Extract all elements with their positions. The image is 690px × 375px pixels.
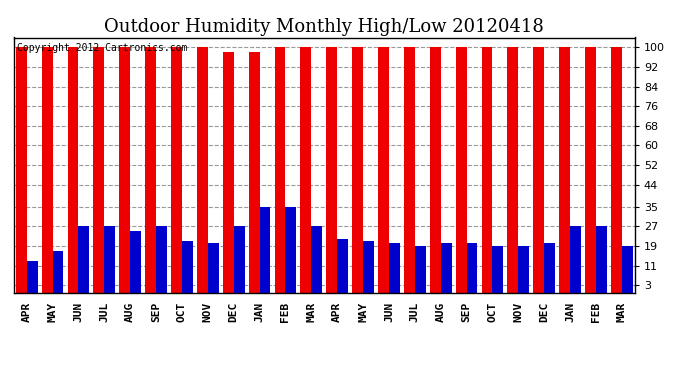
Bar [493,246,504,292]
Bar [52,251,63,292]
Bar [79,226,90,292]
Bar [182,241,193,292]
Bar [16,47,27,292]
Bar [430,47,441,292]
Bar [404,47,415,292]
Bar [337,238,348,292]
Bar [68,47,79,292]
Bar [311,226,322,292]
Bar [353,47,363,292]
Bar [171,47,182,292]
Title: Outdoor Humidity Monthly High/Low 20120418: Outdoor Humidity Monthly High/Low 201204… [104,18,544,36]
Bar [466,243,477,292]
Bar [585,47,596,292]
Bar [326,47,337,292]
Bar [286,207,297,292]
Bar [559,47,570,292]
Bar [415,246,426,292]
Bar [363,241,374,292]
Bar [544,243,555,292]
Bar [27,261,38,292]
Bar [156,226,167,292]
Bar [441,243,452,292]
Bar [146,47,156,292]
Bar [275,47,286,292]
Bar [94,47,104,292]
Bar [234,226,245,292]
Bar [482,47,493,292]
Bar [197,47,208,292]
Bar [596,226,607,292]
Bar [130,231,141,292]
Bar [455,47,466,292]
Bar [119,47,130,292]
Text: Copyright 2012 Cartronics.com: Copyright 2012 Cartronics.com [17,43,187,52]
Bar [533,47,544,292]
Bar [223,52,234,292]
Bar [248,52,259,292]
Bar [389,243,400,292]
Bar [508,47,518,292]
Bar [208,243,219,292]
Bar [42,47,52,292]
Bar [622,246,633,292]
Bar [301,47,311,292]
Bar [259,207,270,292]
Bar [104,226,115,292]
Bar [570,226,581,292]
Bar [518,246,529,292]
Bar [378,47,389,292]
Bar [611,47,622,292]
